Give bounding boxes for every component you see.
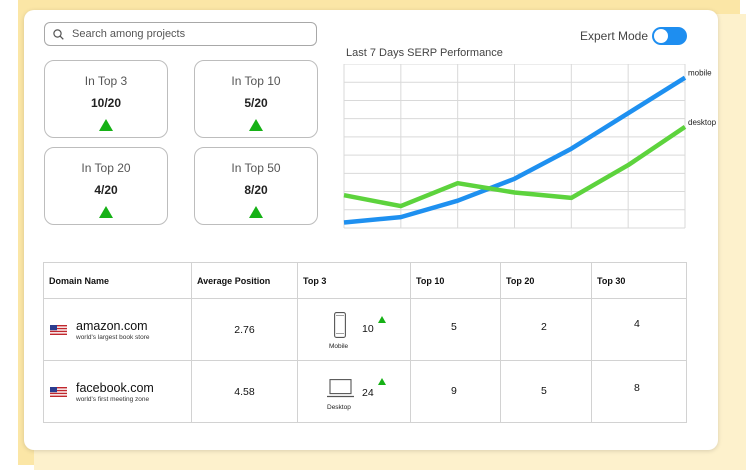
stat-value: 5/20 (244, 96, 268, 110)
trend-up-icon (249, 119, 263, 131)
series-label-desktop: desktop (688, 118, 717, 127)
desktop-monitor-icon (327, 379, 354, 398)
domain-subtitle: world's largest book store (76, 333, 150, 341)
trend-up-icon (378, 378, 386, 385)
stat-label: In Top 3 (84, 74, 128, 88)
toggle-knob (654, 29, 669, 43)
stat-value: 8/20 (244, 183, 268, 197)
device-label: Mobile (329, 343, 349, 350)
col-header-top3[interactable]: Top 3 (297, 262, 411, 299)
top30-cell: 4 (591, 298, 687, 361)
stat-label: In Top 10 (231, 74, 281, 88)
stat-card-top20[interactable]: In Top 20 4/20 (44, 147, 168, 225)
col-header-top20[interactable]: Top 20 (500, 262, 592, 299)
search-input[interactable] (70, 27, 294, 41)
series-line-mobile (343, 75, 687, 225)
domain-cell: amazon.com world's largest book store (43, 298, 192, 361)
top30-cell: 8 (591, 360, 687, 423)
top3-cell: Desktop 24 (297, 360, 411, 423)
top30-value: 4 (634, 318, 640, 330)
stat-card-top3[interactable]: In Top 3 10/20 (44, 60, 168, 138)
top10-cell: 9 (410, 360, 501, 423)
table-row[interactable]: facebook.com world's first meeting zone … (43, 360, 687, 423)
chart-title: Last 7 Days SERP Performance (346, 47, 503, 59)
table-row[interactable]: amazon.com world's largest book store 2.… (43, 298, 687, 361)
search-box[interactable] (44, 22, 317, 46)
top20-cell: 5 (500, 360, 592, 423)
top20-cell: 2 (500, 298, 592, 361)
stat-value: 4/20 (94, 183, 118, 197)
top20-value: 5 (541, 385, 547, 397)
dashboard-card: In Top 3 10/20 In Top 10 5/20 In Top 20 … (24, 10, 718, 450)
trend-up-icon (378, 316, 386, 323)
top10-value: 9 (451, 385, 457, 397)
series-label-mobile: mobile (688, 69, 712, 78)
stat-label: In Top 20 (81, 161, 131, 175)
col-header-top10[interactable]: Top 10 (410, 262, 501, 299)
expert-mode-control: Expert Mode (580, 27, 688, 45)
top20-value: 2 (541, 321, 547, 333)
search-icon (53, 28, 64, 40)
col-header-average-position[interactable]: Average Position (191, 262, 298, 299)
average-position-cell: 4.58 (191, 360, 298, 423)
trend-up-icon (99, 206, 113, 218)
col-header-top30[interactable]: Top 30 (591, 262, 687, 299)
domain-name[interactable]: facebook.com (76, 380, 154, 395)
table-header-row: Domain Name Average Position Top 3 Top 1… (43, 262, 687, 299)
trend-up-icon (99, 119, 113, 131)
col-header-domain[interactable]: Domain Name (43, 262, 192, 299)
domain-subtitle: world's first meeting zone (76, 395, 150, 403)
stat-card-top50[interactable]: In Top 50 8/20 (194, 147, 318, 225)
stat-value: 10/20 (90, 96, 122, 110)
top3-value: 24 (362, 387, 374, 399)
domains-table: Domain Name Average Position Top 3 Top 1… (43, 262, 687, 423)
serp-line-chart: mobile desktop (343, 64, 717, 229)
top3-value: 10 (362, 323, 374, 335)
average-position-cell: 2.76 (191, 298, 298, 361)
domain-cell: facebook.com world's first meeting zone (43, 360, 192, 423)
us-flag-icon (50, 324, 67, 335)
us-flag-icon (50, 386, 67, 397)
top10-value: 5 (451, 321, 457, 333)
device-label: Desktop (327, 404, 351, 411)
domain-name[interactable]: amazon.com (76, 318, 148, 333)
expert-mode-toggle[interactable] (652, 27, 688, 45)
mobile-phone-icon (334, 312, 346, 338)
expert-mode-label: Expert Mode (580, 29, 649, 43)
top30-value: 8 (634, 382, 640, 394)
trend-up-icon (249, 206, 263, 218)
top3-cell: Mobile 10 (297, 298, 411, 361)
top10-cell: 5 (410, 298, 501, 361)
stat-label: In Top 50 (231, 161, 281, 175)
stat-card-top10[interactable]: In Top 10 5/20 (194, 60, 318, 138)
series-line-desktop (343, 125, 687, 209)
